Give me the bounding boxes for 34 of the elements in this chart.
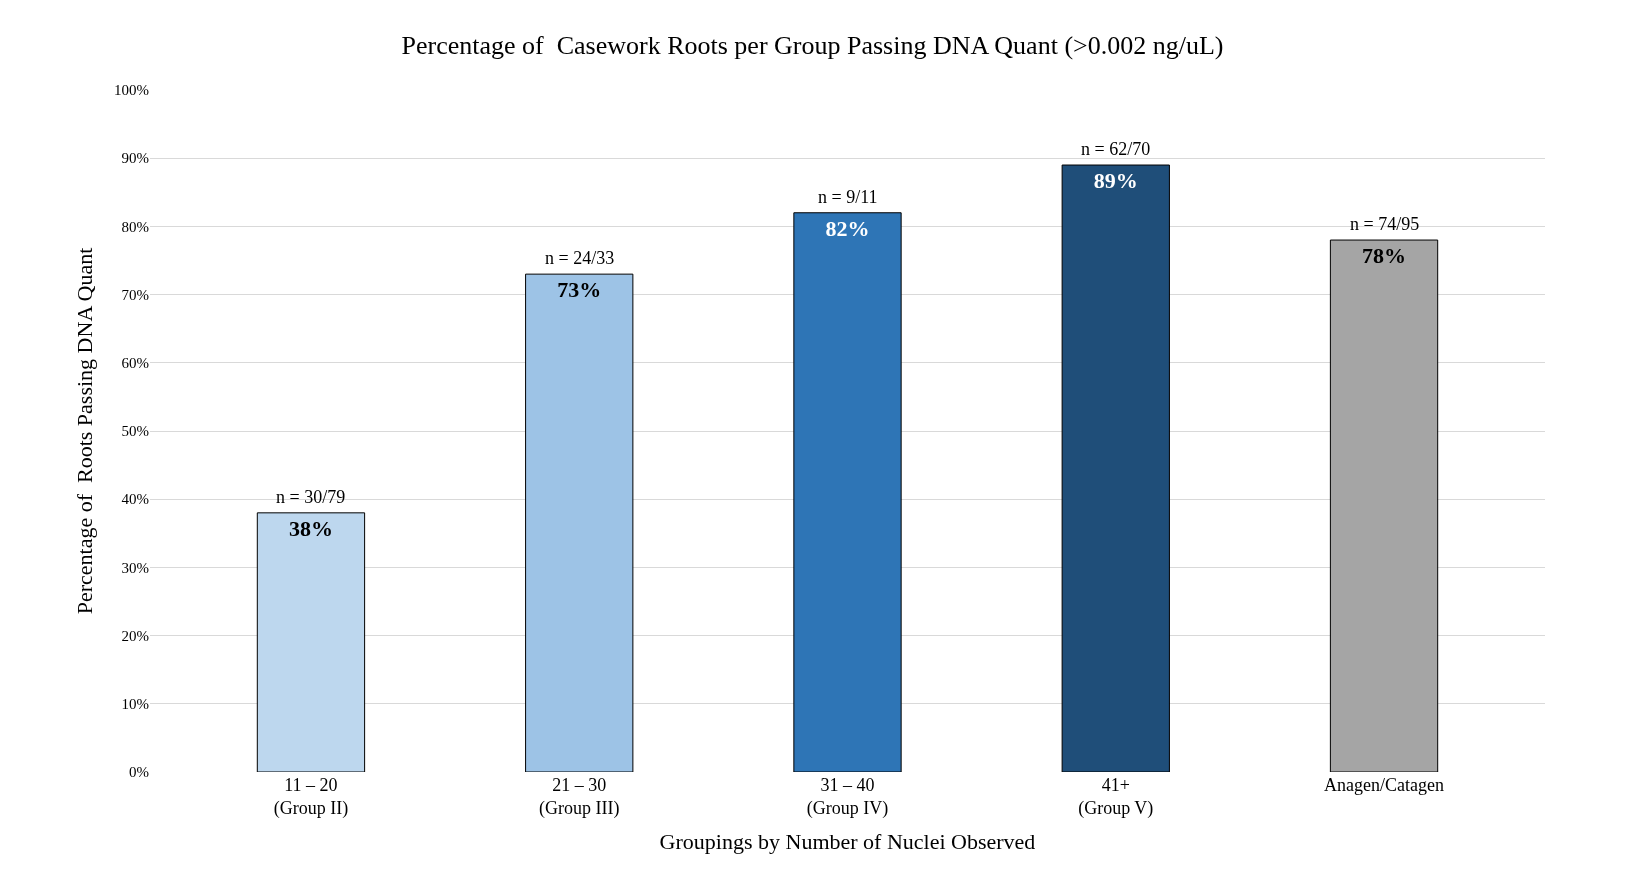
- x-tick-label: 41+ (Group V): [1078, 775, 1154, 820]
- x-tick-label: 21 – 30 (Group III): [539, 775, 620, 820]
- bar: [256, 512, 366, 772]
- bar: [525, 273, 634, 772]
- y-tick-label: 20%: [121, 627, 149, 644]
- y-tick-label: 40%: [121, 491, 149, 508]
- annotation: n = 62/70: [1081, 139, 1151, 159]
- x-tick-label: 11 – 20 (Group II): [273, 775, 349, 820]
- y-axis-title: Percentage of Roots Passing DNA Quant: [71, 247, 97, 615]
- data-label: 73%: [557, 277, 602, 303]
- bar: [1329, 239, 1439, 772]
- x-tick-label: Anagen/Catagen: [1324, 775, 1445, 795]
- annotation: n = 74/95: [1350, 214, 1420, 234]
- data-label: 89%: [1093, 168, 1138, 194]
- y-tick-label: 50%: [121, 423, 149, 440]
- y-tick-label: 90%: [121, 150, 149, 167]
- y-tick-label: 0%: [129, 764, 149, 781]
- y-tick-label: 70%: [121, 286, 149, 303]
- bar: [1061, 164, 1170, 772]
- data-label: 78%: [1362, 243, 1407, 269]
- data-label: 38%: [288, 515, 333, 541]
- annotation: n = 30/79: [276, 487, 346, 507]
- y-tick-label: 30%: [121, 559, 149, 576]
- bar: [793, 212, 902, 772]
- annotation: n = 24/33: [545, 248, 615, 268]
- x-axis-title: Groupings by Number of Nuclei Observed: [659, 829, 1036, 855]
- y-tick-label: 100%: [114, 82, 149, 99]
- annotation: n = 9/11: [818, 187, 878, 207]
- y-tick-label: 60%: [121, 355, 149, 372]
- data-label: 82%: [825, 215, 870, 241]
- y-tick-label: 10%: [121, 696, 149, 713]
- y-tick-label: 80%: [121, 218, 149, 235]
- chart-title: Percentage of Casework Roots per Group Passing DNA Quant (>0.002 ng/uL): [401, 30, 1224, 60]
- x-tick-label: 31 – 40 (Group IV): [806, 775, 889, 820]
